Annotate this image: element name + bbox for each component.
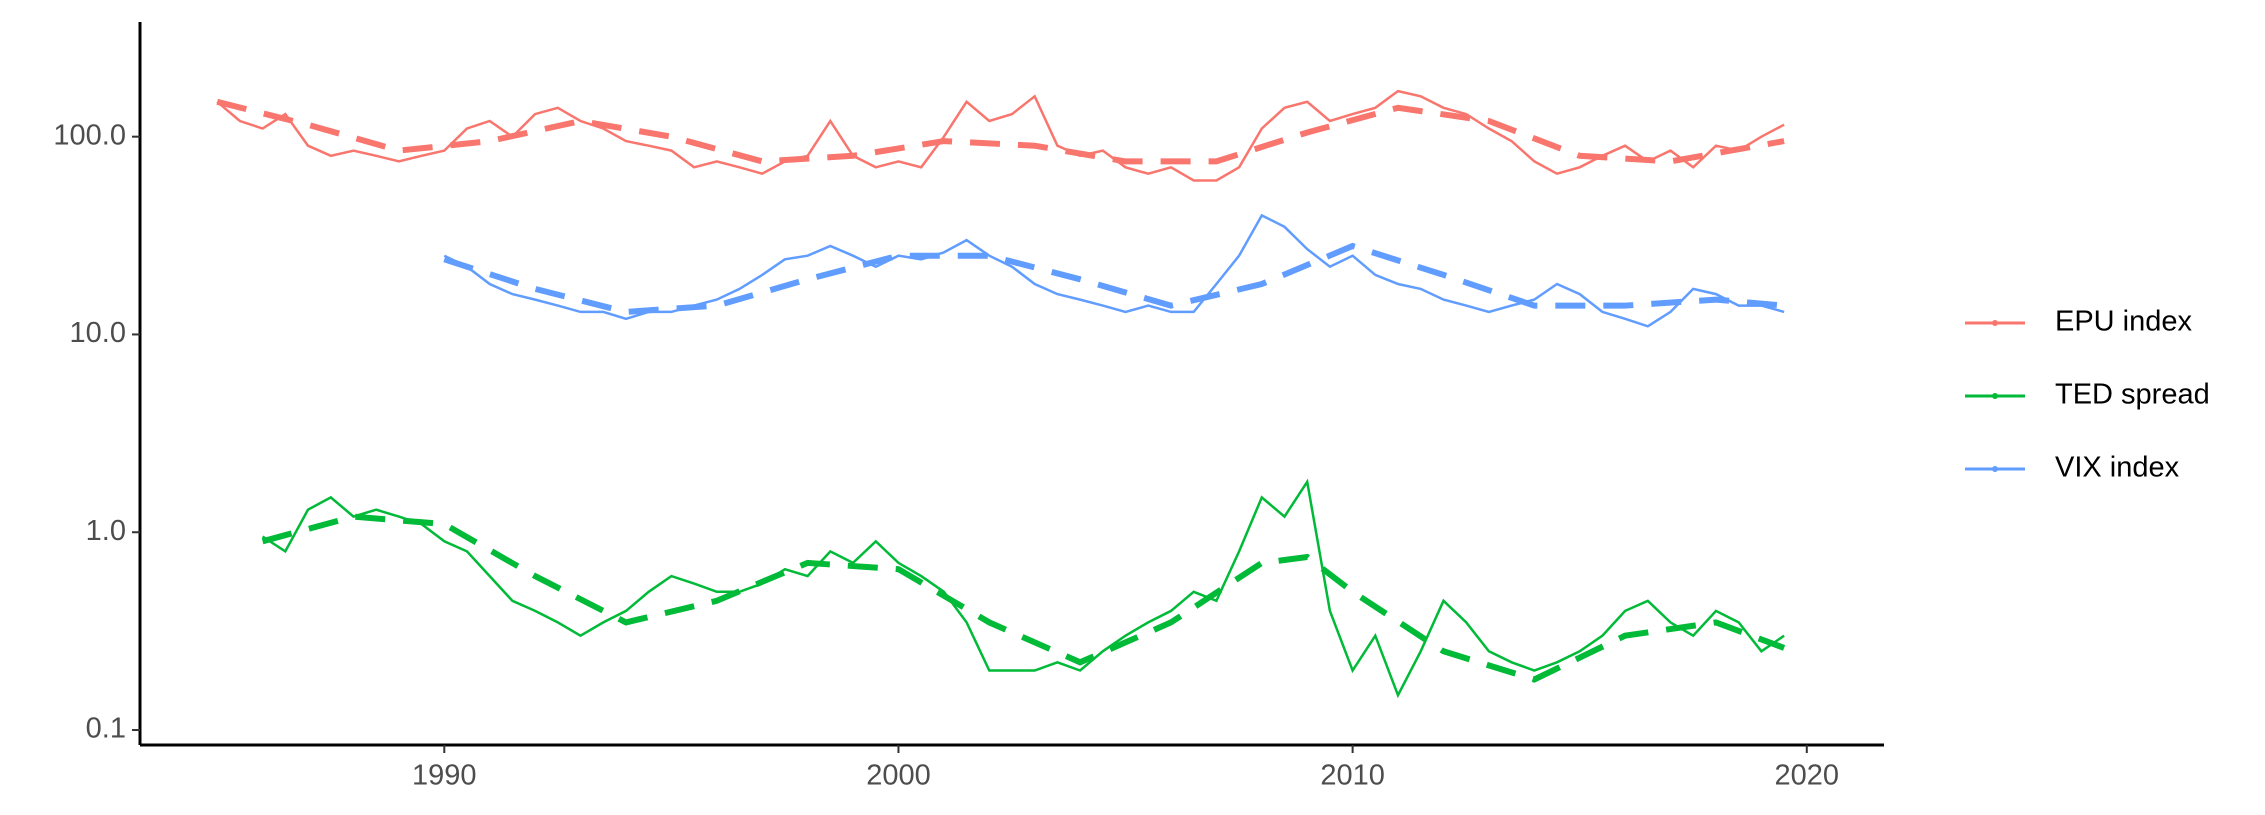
legend-label: VIX index [2055,452,2180,484]
legend-key-dot [1992,320,1998,326]
legend-key-dot [1992,393,1998,399]
x-tick-label: 2020 [1775,760,1840,792]
y-tick-label: 10.0 [70,317,126,349]
y-tick-label: 0.1 [86,713,126,745]
legend-label: TED spread [2055,379,2210,411]
legend-key-dot [1992,466,1998,472]
x-tick-label: 1990 [412,760,477,792]
trend-line [443,242,1785,315]
trend-line [261,513,1786,683]
x-tick-label: 2010 [1320,760,1385,792]
trend-line [216,98,1785,165]
series-line [216,89,1785,182]
x-tick-label: 2000 [866,760,931,792]
y-tick-label: 100.0 [53,119,126,151]
legend-label: EPU index [2055,306,2193,338]
series-line [261,478,1785,699]
series-line [443,213,1785,328]
y-tick-label: 1.0 [86,515,126,547]
